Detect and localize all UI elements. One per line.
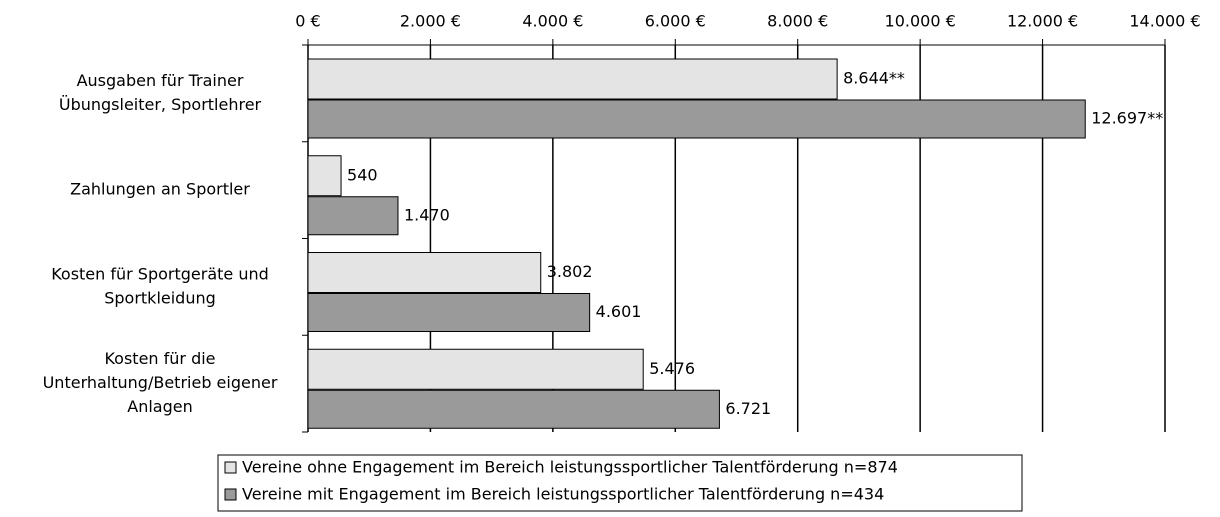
- x-tick-label: 12.000 €: [1007, 12, 1078, 31]
- bar: [307, 293, 591, 332]
- x-tick-label: 8.000 €: [767, 12, 828, 31]
- x-tick-label: 14.000 €: [1129, 12, 1200, 31]
- value-label: 6.721: [725, 399, 771, 418]
- x-tick-label: 6.000 €: [645, 12, 706, 31]
- bar: [307, 348, 644, 390]
- bar: [307, 252, 542, 293]
- category-label: Kosten für Sportgeräte und: [51, 264, 269, 283]
- legend-swatch: [224, 488, 237, 501]
- value-label: 8.644**: [843, 69, 905, 88]
- x-tick-label: 4.000 €: [522, 12, 583, 31]
- category-label: Sportkleidung: [104, 288, 216, 307]
- bar: [307, 99, 1086, 139]
- category-label: Zahlungen an Sportler: [70, 180, 250, 199]
- legend-box: [217, 454, 1023, 512]
- category-label: Übungsleiter, Sportlehrer: [59, 95, 262, 114]
- value-label: 540: [347, 165, 378, 184]
- value-label: 12.697**: [1091, 109, 1163, 128]
- category-label: Ausgaben für Trainer: [77, 71, 244, 90]
- value-label: 3.802: [547, 262, 593, 281]
- legend-swatch: [224, 461, 237, 474]
- category-label: Anlagen: [127, 397, 192, 416]
- bar: [307, 389, 720, 429]
- bar: [307, 196, 399, 236]
- bar: [307, 58, 838, 100]
- value-label: 4.601: [596, 302, 642, 321]
- legend-label: Vereine ohne Engagement im Bereich leist…: [242, 458, 898, 477]
- legend-label: Vereine mit Engagement im Bereich leistu…: [242, 485, 884, 504]
- bar: [307, 155, 342, 197]
- x-tick-label: 10.000 €: [885, 12, 956, 31]
- category-label: Kosten für die: [104, 349, 215, 368]
- category-label: Unterhaltung/Betrieb eigener: [43, 373, 278, 392]
- value-label: 5.476: [649, 359, 695, 378]
- x-tick-label: 0 €: [295, 12, 320, 31]
- x-tick-label: 2.000 €: [400, 12, 461, 31]
- value-label: 1.470: [404, 205, 450, 224]
